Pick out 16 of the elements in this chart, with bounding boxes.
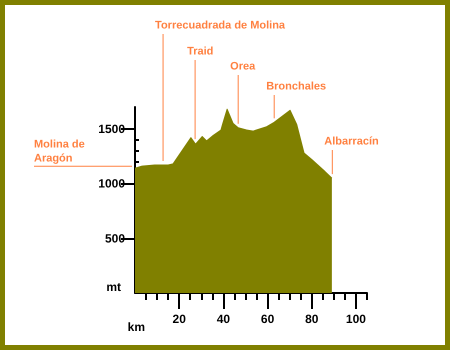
y-tick-label: 1500 (98, 122, 126, 136)
annotation: Molina de Aragón (34, 138, 85, 164)
annotation: Bronchales (266, 80, 326, 92)
x-tick-label: 40 (216, 312, 230, 326)
annotation: Orea (230, 60, 256, 72)
annotation: Traid (187, 46, 214, 58)
x-tick-label: 60 (260, 312, 275, 326)
y-tick-label: 500 (104, 231, 126, 246)
x-tick-label: 20 (172, 312, 186, 326)
y-tick-label: 1000 (98, 176, 126, 191)
annotation: Albarracín (324, 136, 379, 148)
x-axis-title: km (128, 320, 145, 334)
y-axis-title: mt (106, 280, 121, 294)
x-tick-label: 80 (305, 312, 319, 326)
x-tick-label: 100 (346, 312, 366, 326)
annotation: Torrecuadrada de Molina (155, 20, 286, 32)
